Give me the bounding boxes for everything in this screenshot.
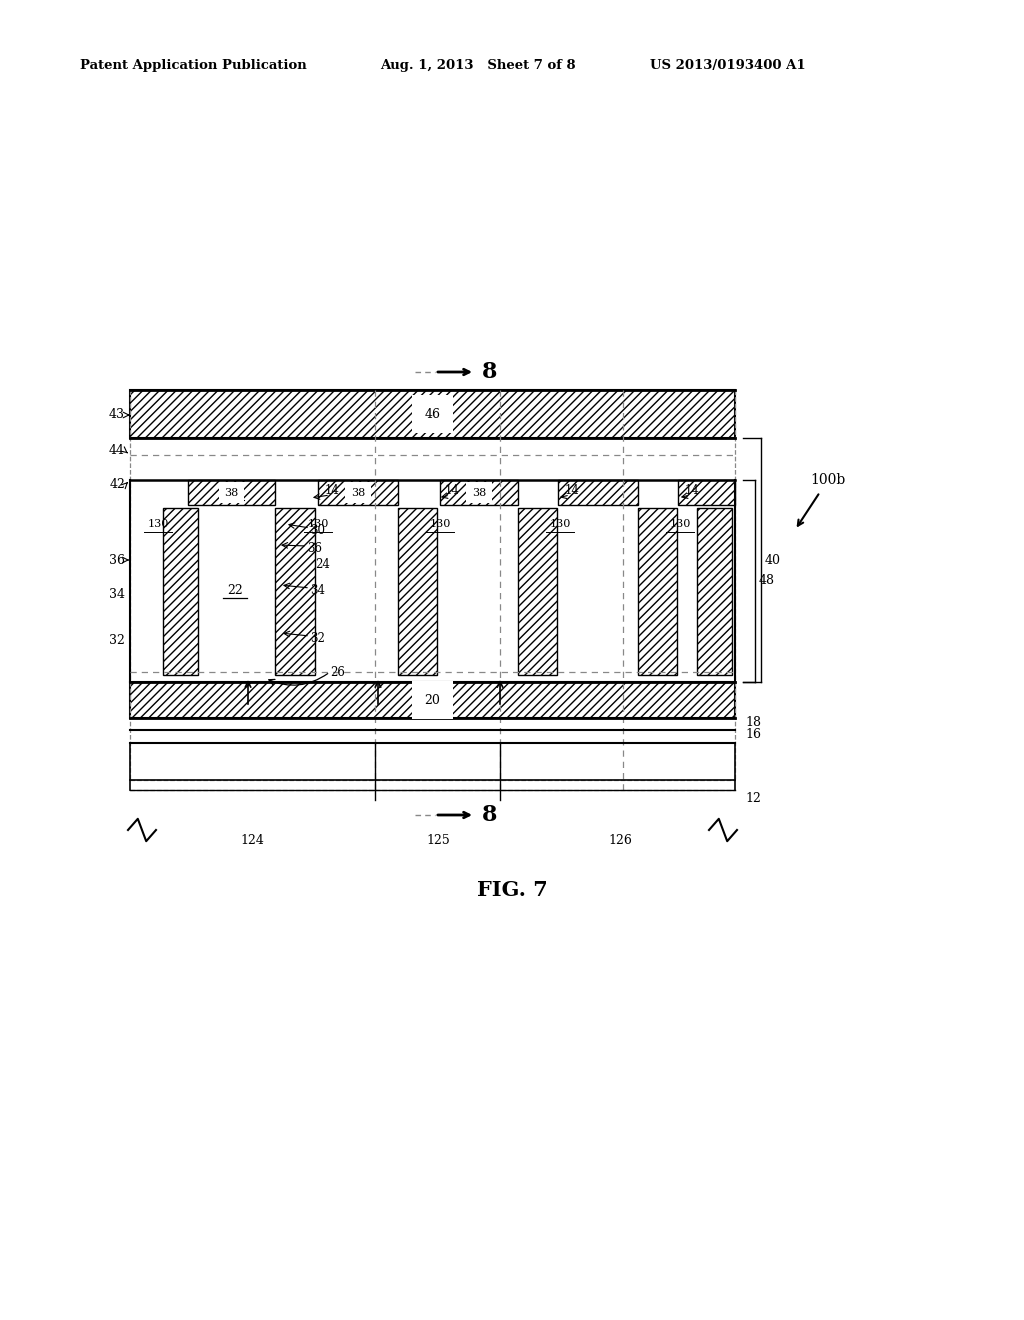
Text: US 2013/0193400 A1: US 2013/0193400 A1 xyxy=(650,58,806,71)
Text: 14: 14 xyxy=(325,483,340,496)
Text: 130: 130 xyxy=(670,519,690,529)
Bar xyxy=(398,508,437,675)
Text: 125: 125 xyxy=(426,833,450,846)
Bar xyxy=(518,508,557,675)
Text: 16: 16 xyxy=(745,727,761,741)
Bar xyxy=(678,480,735,506)
Text: 36: 36 xyxy=(307,541,322,554)
Text: 44: 44 xyxy=(109,445,125,458)
Text: 40: 40 xyxy=(765,553,781,566)
Text: 130: 130 xyxy=(307,519,329,529)
Text: 34: 34 xyxy=(310,583,325,597)
Text: 18: 18 xyxy=(745,715,761,729)
Text: 130: 130 xyxy=(549,519,570,529)
Text: 32: 32 xyxy=(310,631,325,644)
Bar xyxy=(130,682,735,718)
Text: 130: 130 xyxy=(147,519,169,529)
Text: 26: 26 xyxy=(330,665,345,678)
Text: 14: 14 xyxy=(685,483,699,496)
Text: 34: 34 xyxy=(109,589,125,602)
Bar xyxy=(558,480,638,506)
Bar xyxy=(188,480,275,506)
Text: 46: 46 xyxy=(425,408,440,421)
Text: 30: 30 xyxy=(310,524,325,536)
Text: FIG. 7: FIG. 7 xyxy=(476,880,548,900)
Text: 38: 38 xyxy=(224,487,239,498)
Text: 100b: 100b xyxy=(810,473,845,487)
Text: 14: 14 xyxy=(565,483,580,496)
Text: 43: 43 xyxy=(109,408,125,421)
Text: 42: 42 xyxy=(110,479,125,491)
Text: 24: 24 xyxy=(315,557,330,570)
Text: 48: 48 xyxy=(759,574,775,587)
Text: 38: 38 xyxy=(351,487,366,498)
Text: 130: 130 xyxy=(429,519,451,529)
Bar xyxy=(130,389,735,438)
Text: 36: 36 xyxy=(109,553,125,566)
Bar xyxy=(275,508,315,675)
Text: 22: 22 xyxy=(227,583,243,597)
Bar xyxy=(318,480,398,506)
Text: 8: 8 xyxy=(482,804,498,826)
Bar xyxy=(638,508,677,675)
Bar xyxy=(163,508,198,675)
Text: 8: 8 xyxy=(482,360,498,383)
Text: 126: 126 xyxy=(608,833,632,846)
Text: 32: 32 xyxy=(110,634,125,647)
Text: 14: 14 xyxy=(445,483,460,496)
Text: 38: 38 xyxy=(472,487,486,498)
Text: 12: 12 xyxy=(745,792,761,804)
Text: Aug. 1, 2013   Sheet 7 of 8: Aug. 1, 2013 Sheet 7 of 8 xyxy=(380,58,575,71)
Text: Patent Application Publication: Patent Application Publication xyxy=(80,58,307,71)
Bar xyxy=(440,480,518,506)
Text: 20: 20 xyxy=(425,693,440,706)
Bar xyxy=(697,508,732,675)
Text: 124: 124 xyxy=(240,833,264,846)
